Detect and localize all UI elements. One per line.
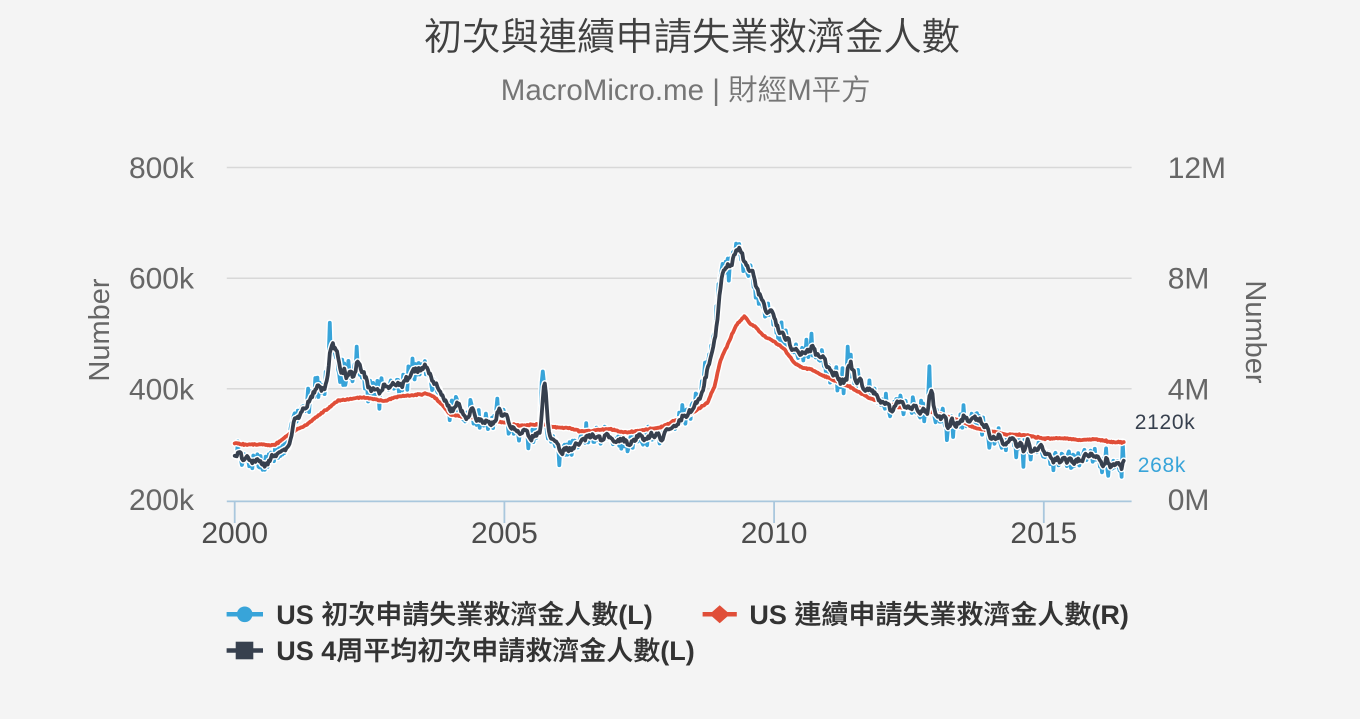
svg-text:2005: 2005	[471, 517, 538, 550]
svg-text:Number: Number	[1239, 280, 1271, 383]
svg-text:US: US	[749, 600, 787, 630]
svg-text:2000: 2000	[201, 517, 268, 550]
svg-text:2010: 2010	[741, 517, 808, 550]
svg-text:MacroMicro.me |: MacroMicro.me |	[501, 74, 720, 107]
svg-text:0M: 0M	[1168, 484, 1210, 517]
svg-text:2120k: 2120k	[1135, 411, 1196, 434]
svg-text:12M: 12M	[1168, 152, 1226, 185]
svg-text:2015: 2015	[1010, 517, 1077, 550]
svg-text:8M: 8M	[1168, 263, 1210, 296]
svg-text:800k: 800k	[129, 152, 195, 185]
svg-text:M: M	[787, 74, 812, 107]
svg-text:US 4: US 4	[276, 636, 336, 666]
svg-text:US: US	[276, 600, 314, 630]
svg-text:Number: Number	[84, 278, 116, 381]
svg-text:(R): (R)	[1091, 600, 1128, 630]
svg-text:200k: 200k	[129, 484, 195, 517]
svg-text:(L): (L)	[660, 636, 694, 666]
svg-text:268k: 268k	[1138, 454, 1186, 477]
svg-text:400k: 400k	[129, 373, 195, 406]
svg-text:(L): (L)	[618, 600, 652, 630]
svg-text:600k: 600k	[129, 263, 195, 296]
svg-text:4M: 4M	[1168, 373, 1210, 406]
